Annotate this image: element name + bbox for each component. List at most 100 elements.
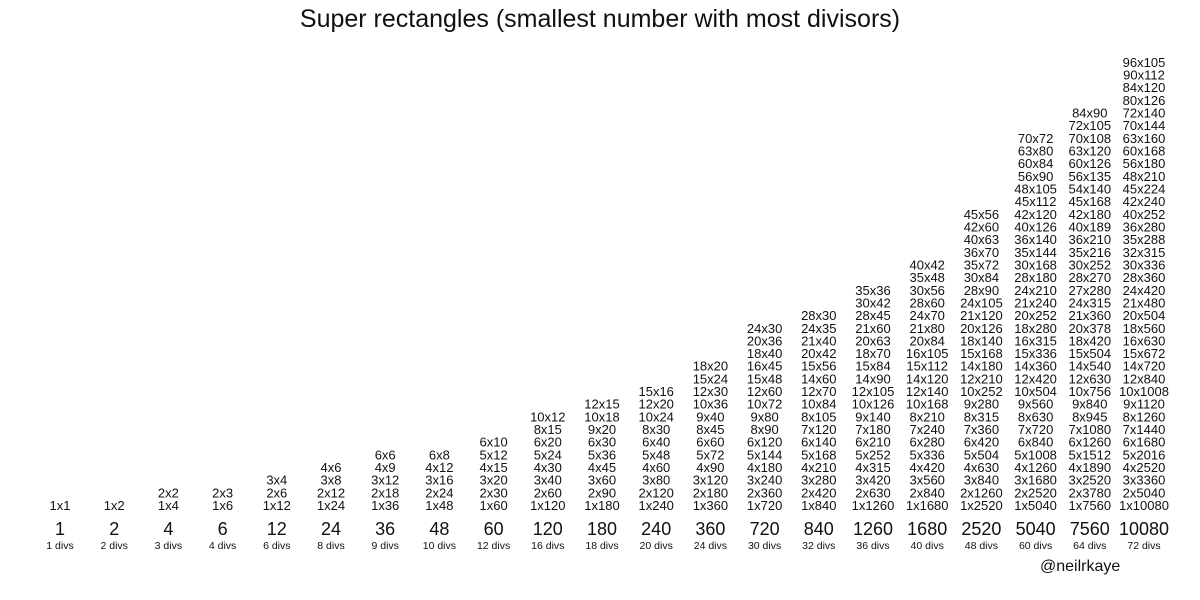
rectangle-label: 28x270	[1068, 270, 1111, 285]
rectangle-label: 2x2	[158, 485, 179, 500]
rectangle-label: 35x216	[1068, 245, 1111, 260]
rectangle-label: 6x30	[588, 435, 616, 450]
rectangle-label: 8x105	[801, 409, 836, 424]
rectangle-label: 21x80	[909, 321, 944, 336]
number-label: 240	[641, 519, 671, 539]
rectangle-label: 28x30	[801, 308, 836, 323]
number-label: 36	[375, 519, 395, 539]
rectangle-label: 5x336	[909, 447, 944, 462]
rectangle-label: 5x504	[964, 447, 999, 462]
rectangle-label: 1x240	[638, 498, 673, 513]
rectangle-label: 10x72	[747, 397, 782, 412]
rectangle-label: 30x56	[909, 283, 944, 298]
rectangle-label: 3x840	[964, 473, 999, 488]
rectangle-label: 14x180	[960, 359, 1003, 374]
rectangle-label: 12x70	[801, 384, 836, 399]
rectangle-label: 18x20	[693, 359, 728, 374]
author-credit: @neilrkaye	[1040, 558, 1121, 575]
rectangle-label: 21x120	[960, 308, 1003, 323]
divisor-count-label: 18 divs	[585, 540, 618, 552]
rectangle-label: 2x3780	[1068, 485, 1111, 500]
rectangle-label: 9x1120	[1123, 397, 1165, 412]
rectangle-label: 3x560	[909, 473, 944, 488]
rectangle-label: 45x168	[1068, 194, 1111, 209]
rectangle-label: 1x7560	[1068, 498, 1111, 513]
rectangle-label: 6x140	[801, 435, 836, 450]
rectangle-label: 15x504	[1068, 346, 1111, 361]
rectangle-label: 4x45	[588, 460, 616, 475]
rectangle-label: 6x840	[1018, 435, 1053, 450]
rectangle-label: 18x420	[1068, 333, 1111, 348]
rectangle-label: 7x1440	[1123, 422, 1166, 437]
rectangle-label: 54x140	[1068, 182, 1111, 197]
rectangle-label: 4x90	[696, 460, 724, 475]
rectangle-label: 2x90	[588, 485, 616, 500]
rectangle-label: 20x84	[909, 333, 944, 348]
divisor-count-label: 40 divs	[911, 540, 944, 552]
rectangle-label: 7x180	[855, 422, 890, 437]
rectangle-label: 2x24	[425, 485, 453, 500]
rectangle-label: 5x24	[534, 447, 562, 462]
rectangle-label: 2x630	[855, 485, 890, 500]
rectangle-label: 1x360	[693, 498, 728, 513]
rectangle-label: 42x120	[1014, 207, 1057, 222]
rectangle-label: 4x15	[479, 460, 507, 475]
rectangle-label: 15x112	[906, 359, 948, 374]
column-240: 15x1612x2010x248x306x405x484x603x802x120…	[638, 384, 673, 552]
rectangle-label: 2x5040	[1123, 485, 1166, 500]
rectangle-label: 16x105	[906, 346, 949, 361]
rectangle-label: 32x315	[1123, 245, 1166, 260]
rectangle-label: 84x90	[1072, 106, 1107, 121]
rectangle-label: 35x48	[909, 270, 944, 285]
rectangle-label: 36x140	[1014, 232, 1057, 247]
rectangle-label: 45x112	[1015, 194, 1057, 209]
rectangle-label: 1x24	[317, 498, 345, 513]
rectangle-label: 40x189	[1068, 219, 1111, 234]
rectangle-label: 1x10080	[1119, 498, 1169, 513]
rectangle-label: 5x48	[642, 447, 670, 462]
rectangle-label: 12x15	[584, 397, 619, 412]
rectangle-label: 21x480	[1123, 295, 1166, 310]
rectangle-label: 3x40	[534, 473, 562, 488]
rectangle-label: 9x20	[588, 422, 616, 437]
rectangle-label: 5x12	[479, 447, 507, 462]
divisor-count-label: 20 divs	[640, 540, 673, 552]
rectangle-label: 6x1680	[1123, 435, 1166, 450]
rectangle-label: 7x120	[801, 422, 836, 437]
rectangle-label: 4x60	[642, 460, 670, 475]
rectangle-label: 4x6	[321, 460, 342, 475]
rectangle-label: 8x15	[534, 422, 562, 437]
rectangle-label: 3x60	[588, 473, 616, 488]
rectangle-label: 18x140	[960, 333, 1003, 348]
rectangle-label: 8x30	[642, 422, 670, 437]
rectangle-label: 10x84	[801, 397, 836, 412]
rectangle-label: 24x70	[909, 308, 944, 323]
rectangle-label: 21x240	[1014, 295, 1057, 310]
number-label: 24	[321, 519, 341, 539]
rectangle-label: 70x72	[1018, 131, 1053, 146]
rectangle-label: 3x16	[425, 473, 453, 488]
rectangle-label: 4x30	[534, 460, 562, 475]
column-10080: 96x10590x11284x12080x12672x14070x14463x1…	[1119, 55, 1169, 552]
column-1: 1x1 11 divs	[46, 498, 73, 552]
rectangle-label: 10x756	[1068, 384, 1111, 399]
column-2: 1x2 22 divs	[100, 498, 127, 552]
rectangle-label: 63x160	[1123, 131, 1166, 146]
rectangle-label: 5x1008	[1014, 447, 1057, 462]
rectangle-label: 63x120	[1068, 144, 1111, 159]
rectangle-label: 9x280	[964, 397, 999, 412]
rectangle-label: 35x288	[1123, 232, 1166, 247]
rectangle-label: 5x72	[696, 447, 724, 462]
rectangle-label: 30x252	[1068, 257, 1111, 272]
rectangle-label: 14x540	[1068, 359, 1111, 374]
rectangle-label: 1x6	[212, 498, 233, 513]
rectangle-label: 24x30	[747, 321, 782, 336]
rectangle-label: 10x24	[638, 409, 673, 424]
divisor-count-label: 12 divs	[477, 540, 510, 552]
number-label: 4	[163, 519, 173, 539]
rectangle-label: 3x1680	[1014, 473, 1057, 488]
rectangle-label: 4x420	[909, 460, 944, 475]
rectangle-label: 10x504	[1014, 384, 1057, 399]
